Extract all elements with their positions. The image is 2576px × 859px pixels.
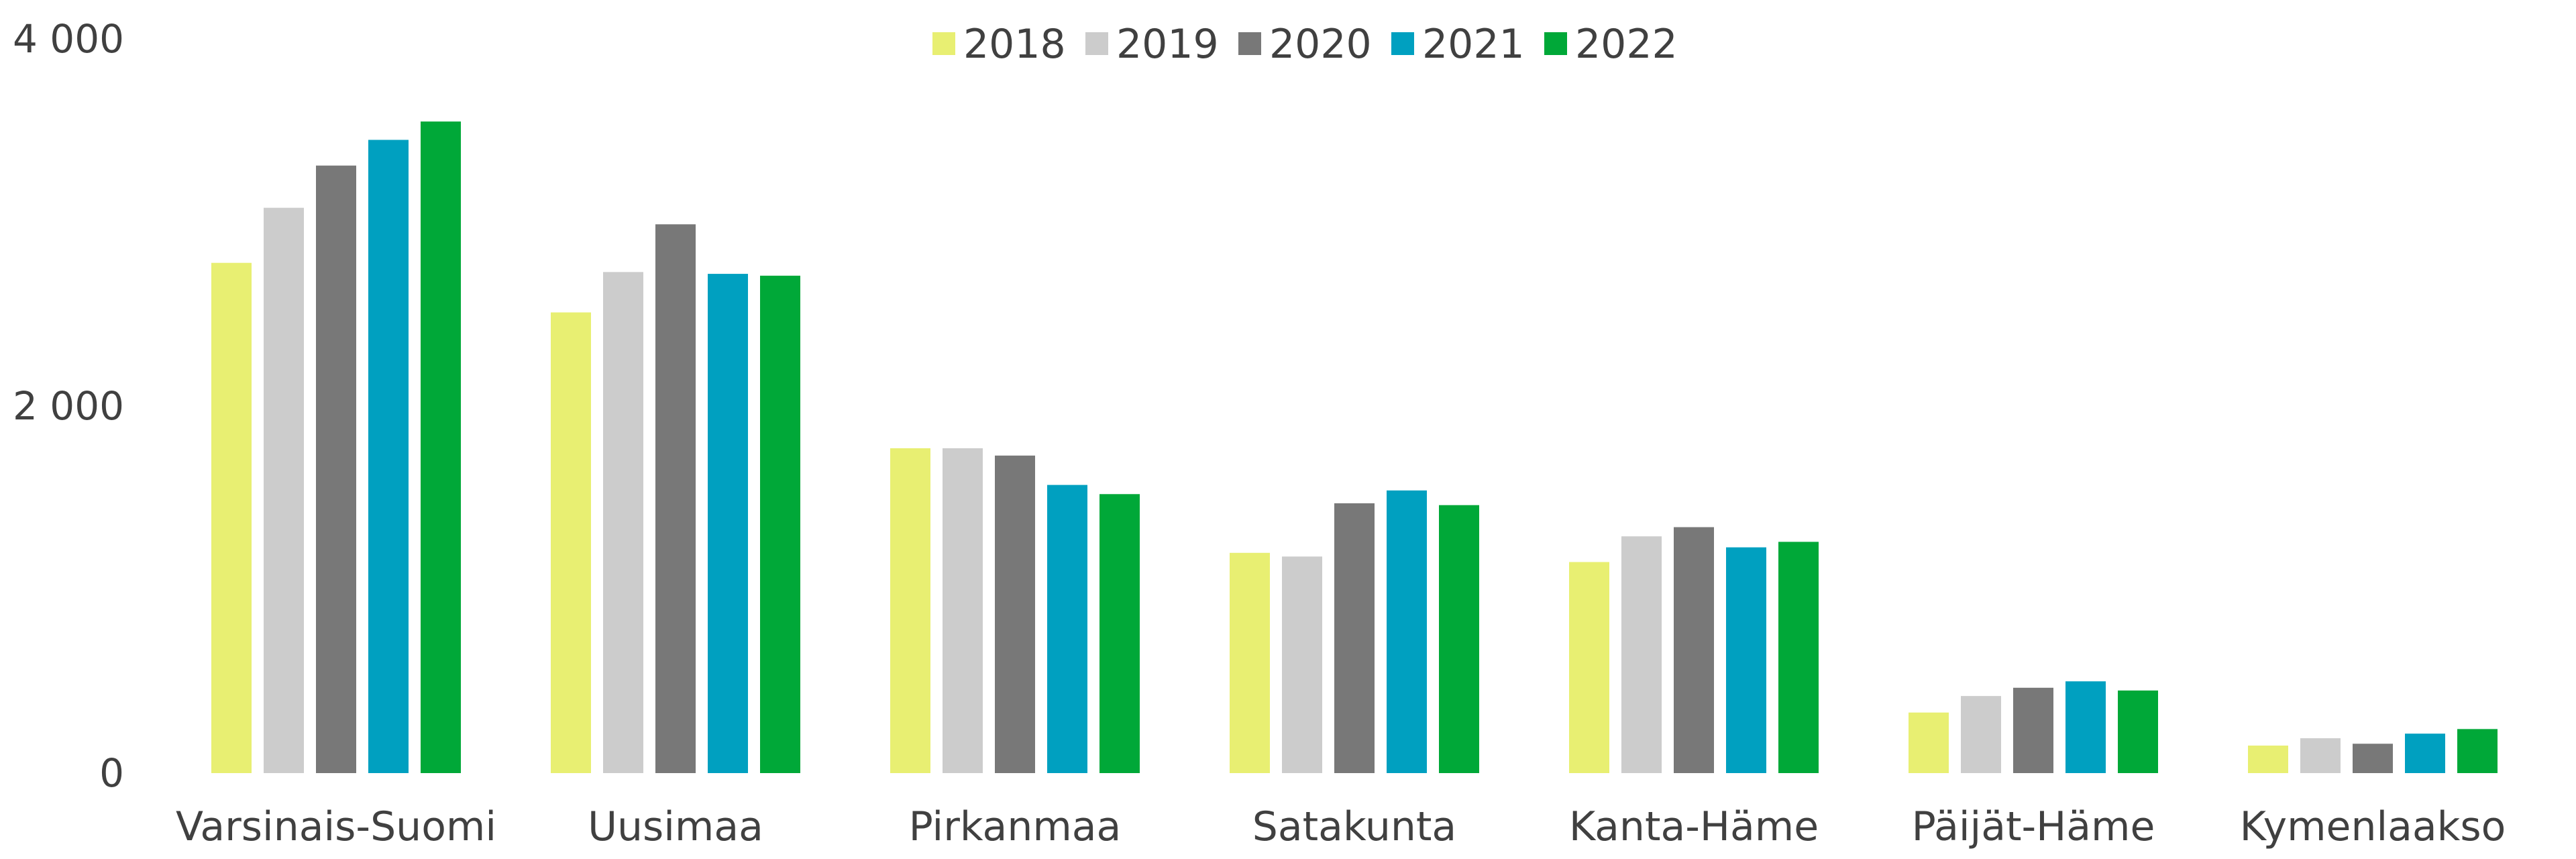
bar-2018-kymenlaakso [2248,745,2288,773]
bar-2019-satakunta [1282,556,1322,773]
y-tick-label: 0 [99,750,124,796]
y-tick-label: 4 000 [13,16,124,62]
bar-2022-varsinais-suomi [421,121,461,773]
bar-2021-päijät-häme [2065,681,2106,773]
y-axis: 0 2 000 4 000 [13,16,124,796]
bar-2022-uusimaa [760,275,800,773]
bar-2019-pirkanmaa [943,448,983,773]
bar-2020-kanta-häme [1674,527,1714,773]
bar-2020-kymenlaakso [2353,744,2393,773]
bar-2019-kymenlaakso [2300,738,2341,773]
bar-2022-kymenlaakso [2457,729,2498,773]
bar-2021-uusimaa [708,274,748,774]
bar-2018-uusimaa [551,312,591,773]
legend-label: 2019 [1116,21,1219,68]
bar-2018-pirkanmaa [890,448,930,773]
bar-2019-uusimaa [603,272,643,774]
legend-swatch-2020 [1238,32,1261,55]
bars [211,121,2498,774]
legend: 2018 2019 2020 2021 2022 [932,21,1678,68]
legend-swatch-2018 [932,32,955,55]
bar-2022-päijät-häme [2118,690,2158,773]
legend-label: 2020 [1269,21,1372,68]
bar-2020-päijät-häme [2013,687,2053,773]
x-axis: Varsinais-Suomi Uusimaa Pirkanmaa Satakunta… [176,803,2506,850]
bar-2018-päijät-häme [1909,712,1949,773]
bar-2019-varsinais-suomi [264,207,304,773]
legend-label: 2021 [1422,21,1525,68]
legend-label: 2022 [1575,21,1678,68]
category-label: Satakunta [1252,803,1456,850]
bar-2022-satakunta [1439,505,1479,773]
bar-2018-satakunta [1230,552,1270,773]
legend-swatch-2022 [1544,32,1567,55]
category-label: Kanta-Häme [1569,803,1819,850]
category-label: Kymenlaakso [2240,803,2506,850]
bar-2019-kanta-häme [1621,536,1662,773]
legend-swatch-2021 [1391,32,1414,55]
legend-label: 2018 [963,21,1066,68]
bar-2021-kanta-häme [1726,547,1766,773]
y-tick-label: 2 000 [13,383,124,429]
bar-2022-pirkanmaa [1099,494,1140,773]
bar-2020-satakunta [1334,503,1375,773]
category-label: Pirkanmaa [909,803,1122,850]
bar-2020-pirkanmaa [995,455,1035,773]
bar-2021-kymenlaakso [2405,734,2445,773]
bar-2019-päijät-häme [1961,696,2001,773]
category-label: Päijät-Häme [1912,803,2155,850]
bar-2018-varsinais-suomi [211,262,252,773]
bar-2020-uusimaa [655,224,696,773]
bar-2018-kanta-häme [1569,562,1609,773]
legend-swatch-2019 [1085,32,1108,55]
bar-2021-varsinais-suomi [368,140,409,774]
category-label: Uusimaa [588,803,763,850]
category-label: Varsinais-Suomi [176,803,496,850]
bar-2021-pirkanmaa [1047,485,1087,773]
bar-2020-varsinais-suomi [316,165,356,774]
bar-2022-kanta-häme [1778,542,1819,773]
bar-2021-satakunta [1387,490,1427,773]
